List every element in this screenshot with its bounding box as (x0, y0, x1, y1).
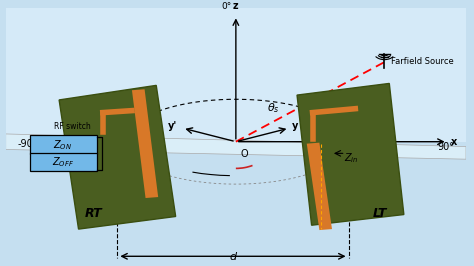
Text: R>>d: R>>d (321, 95, 348, 115)
Text: 0°: 0° (222, 2, 232, 11)
FancyBboxPatch shape (29, 153, 97, 171)
Text: $Z_{in}$: $Z_{in}$ (344, 151, 358, 165)
FancyBboxPatch shape (29, 135, 97, 154)
Text: RT: RT (84, 207, 102, 220)
Text: z: z (233, 1, 239, 11)
Polygon shape (307, 143, 332, 230)
Text: d: d (229, 252, 237, 262)
Polygon shape (132, 89, 158, 198)
Polygon shape (6, 8, 466, 142)
Polygon shape (297, 84, 404, 225)
Polygon shape (59, 85, 176, 229)
Text: 90°: 90° (438, 142, 455, 152)
Text: y: y (292, 121, 299, 131)
Text: y': y' (168, 121, 178, 131)
Text: LT: LT (373, 207, 387, 220)
Text: $Z_{OFF}$: $Z_{OFF}$ (52, 155, 74, 169)
Text: x: x (450, 137, 457, 147)
Text: $\theta_{RT}$: $\theta_{RT}$ (118, 91, 137, 105)
Text: RF switch: RF switch (55, 122, 91, 131)
Text: $\theta_s$: $\theta_s$ (267, 101, 280, 115)
Text: -90°: -90° (18, 139, 38, 149)
Text: Farfield Source: Farfield Source (391, 57, 454, 66)
Polygon shape (6, 134, 466, 159)
Text: O: O (241, 149, 248, 160)
Text: $Z_{ON}$: $Z_{ON}$ (54, 138, 73, 152)
